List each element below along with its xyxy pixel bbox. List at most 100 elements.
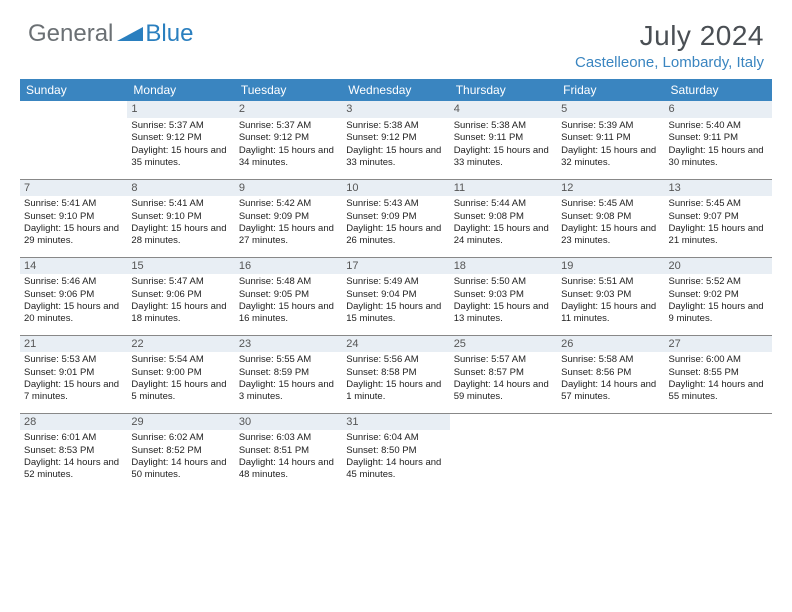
day-info: Sunrise: 5:49 AMSunset: 9:04 PMDaylight:…	[346, 276, 445, 325]
day-info: Sunrise: 5:38 AMSunset: 9:12 PMDaylight:…	[346, 120, 445, 169]
week-row: 21Sunrise: 5:53 AMSunset: 9:01 PMDayligh…	[20, 335, 772, 413]
day-number: 1	[127, 101, 234, 118]
day-cell: 2 Sunrise: 5:37 AMSunset: 9:12 PMDaylight…	[235, 101, 342, 179]
location: Castelleone, Lombardy, Italy	[575, 54, 764, 71]
day-number: 13	[665, 180, 772, 197]
day-cell: 14Sunrise: 5:46 AMSunset: 9:06 PMDayligh…	[20, 257, 127, 335]
day-number: 17	[342, 258, 449, 275]
day-number: 14	[20, 258, 127, 275]
day-info: Sunrise: 5:37 AMSunset: 9:12 PMDaylight:…	[131, 120, 230, 169]
calendar-body: 1 Sunrise: 5:37 AMSunset: 9:12 PMDaylight…	[20, 101, 772, 491]
day-info: Sunrise: 6:02 AMSunset: 8:52 PMDaylight:…	[131, 432, 230, 481]
day-number: 11	[450, 180, 557, 197]
day-number: 31	[342, 414, 449, 431]
weekday-header: Monday	[127, 79, 234, 101]
day-number: 4	[450, 101, 557, 118]
day-cell: 28Sunrise: 6:01 AMSunset: 8:53 PMDayligh…	[20, 413, 127, 491]
day-number: 18	[450, 258, 557, 275]
day-info: Sunrise: 5:44 AMSunset: 9:08 PMDaylight:…	[454, 198, 553, 247]
day-number: 20	[665, 258, 772, 275]
day-info: Sunrise: 5:38 AMSunset: 9:11 PMDaylight:…	[454, 120, 553, 169]
weekday-header: Tuesday	[235, 79, 342, 101]
day-cell: 20Sunrise: 5:52 AMSunset: 9:02 PMDayligh…	[665, 257, 772, 335]
day-info: Sunrise: 5:47 AMSunset: 9:06 PMDaylight:…	[131, 276, 230, 325]
day-info: Sunrise: 5:58 AMSunset: 8:56 PMDaylight:…	[561, 354, 660, 403]
day-cell: 7Sunrise: 5:41 AMSunset: 9:10 PMDaylight…	[20, 179, 127, 257]
week-row: 14Sunrise: 5:46 AMSunset: 9:06 PMDayligh…	[20, 257, 772, 335]
day-cell: 24Sunrise: 5:56 AMSunset: 8:58 PMDayligh…	[342, 335, 449, 413]
day-number: 3	[342, 101, 449, 118]
day-number: 15	[127, 258, 234, 275]
weekday-header-row: Sunday Monday Tuesday Wednesday Thursday…	[20, 79, 772, 101]
day-number: 10	[342, 180, 449, 197]
day-number: 7	[20, 180, 127, 197]
weekday-header: Sunday	[20, 79, 127, 101]
logo-triangle-icon	[117, 23, 143, 46]
day-info: Sunrise: 5:51 AMSunset: 9:03 PMDaylight:…	[561, 276, 660, 325]
day-number: 19	[557, 258, 664, 275]
day-cell: 27Sunrise: 6:00 AMSunset: 8:55 PMDayligh…	[665, 335, 772, 413]
day-cell	[665, 413, 772, 491]
day-info: Sunrise: 6:03 AMSunset: 8:51 PMDaylight:…	[239, 432, 338, 481]
day-info: Sunrise: 5:50 AMSunset: 9:03 PMDaylight:…	[454, 276, 553, 325]
weekday-header: Saturday	[665, 79, 772, 101]
day-info: Sunrise: 6:00 AMSunset: 8:55 PMDaylight:…	[669, 354, 768, 403]
week-row: 7Sunrise: 5:41 AMSunset: 9:10 PMDaylight…	[20, 179, 772, 257]
day-info: Sunrise: 5:43 AMSunset: 9:09 PMDaylight:…	[346, 198, 445, 247]
logo: General Blue	[28, 20, 193, 48]
day-number: 26	[557, 336, 664, 353]
day-info: Sunrise: 5:52 AMSunset: 9:02 PMDaylight:…	[669, 276, 768, 325]
day-info: Sunrise: 5:41 AMSunset: 9:10 PMDaylight:…	[24, 198, 123, 247]
day-number: 23	[235, 336, 342, 353]
day-cell: 31Sunrise: 6:04 AMSunset: 8:50 PMDayligh…	[342, 413, 449, 491]
logo-text-blue: Blue	[145, 20, 193, 48]
day-info: Sunrise: 5:41 AMSunset: 9:10 PMDaylight:…	[131, 198, 230, 247]
day-number: 28	[20, 414, 127, 431]
day-info: Sunrise: 6:01 AMSunset: 8:53 PMDaylight:…	[24, 432, 123, 481]
day-number: 30	[235, 414, 342, 431]
day-cell: 10Sunrise: 5:43 AMSunset: 9:09 PMDayligh…	[342, 179, 449, 257]
day-number: 9	[235, 180, 342, 197]
week-row: 1 Sunrise: 5:37 AMSunset: 9:12 PMDaylight…	[20, 101, 772, 179]
day-cell: 6 Sunrise: 5:40 AMSunset: 9:11 PMDaylight…	[665, 101, 772, 179]
day-info: Sunrise: 5:40 AMSunset: 9:11 PMDaylight:…	[669, 120, 768, 169]
day-info: Sunrise: 5:46 AMSunset: 9:06 PMDaylight:…	[24, 276, 123, 325]
day-cell: 21Sunrise: 5:53 AMSunset: 9:01 PMDayligh…	[20, 335, 127, 413]
day-number: 25	[450, 336, 557, 353]
weekday-header: Thursday	[450, 79, 557, 101]
weekday-header: Wednesday	[342, 79, 449, 101]
day-number: 6	[665, 101, 772, 118]
day-number: 5	[557, 101, 664, 118]
day-info: Sunrise: 5:37 AMSunset: 9:12 PMDaylight:…	[239, 120, 338, 169]
day-number: 21	[20, 336, 127, 353]
day-cell: 11Sunrise: 5:44 AMSunset: 9:08 PMDayligh…	[450, 179, 557, 257]
day-info: Sunrise: 5:48 AMSunset: 9:05 PMDaylight:…	[239, 276, 338, 325]
day-number: 12	[557, 180, 664, 197]
day-cell	[557, 413, 664, 491]
day-info: Sunrise: 6:04 AMSunset: 8:50 PMDaylight:…	[346, 432, 445, 481]
month-title: July 2024	[575, 20, 764, 52]
day-info: Sunrise: 5:45 AMSunset: 9:08 PMDaylight:…	[561, 198, 660, 247]
header: General Blue July 2024 Castelleone, Lomb…	[0, 0, 792, 79]
day-number: 2	[235, 101, 342, 118]
day-cell: 13Sunrise: 5:45 AMSunset: 9:07 PMDayligh…	[665, 179, 772, 257]
day-cell: 15Sunrise: 5:47 AMSunset: 9:06 PMDayligh…	[127, 257, 234, 335]
day-number: 22	[127, 336, 234, 353]
day-info: Sunrise: 5:54 AMSunset: 9:00 PMDaylight:…	[131, 354, 230, 403]
day-cell: 18Sunrise: 5:50 AMSunset: 9:03 PMDayligh…	[450, 257, 557, 335]
day-cell: 22Sunrise: 5:54 AMSunset: 9:00 PMDayligh…	[127, 335, 234, 413]
day-cell	[450, 413, 557, 491]
day-info: Sunrise: 5:56 AMSunset: 8:58 PMDaylight:…	[346, 354, 445, 403]
day-number: 24	[342, 336, 449, 353]
weekday-header: Friday	[557, 79, 664, 101]
day-cell: 1 Sunrise: 5:37 AMSunset: 9:12 PMDaylight…	[127, 101, 234, 179]
day-cell: 30Sunrise: 6:03 AMSunset: 8:51 PMDayligh…	[235, 413, 342, 491]
day-info: Sunrise: 5:45 AMSunset: 9:07 PMDaylight:…	[669, 198, 768, 247]
day-cell: 4 Sunrise: 5:38 AMSunset: 9:11 PMDaylight…	[450, 101, 557, 179]
day-cell	[20, 101, 127, 179]
day-cell: 23Sunrise: 5:55 AMSunset: 8:59 PMDayligh…	[235, 335, 342, 413]
day-info: Sunrise: 5:55 AMSunset: 8:59 PMDaylight:…	[239, 354, 338, 403]
day-cell: 19Sunrise: 5:51 AMSunset: 9:03 PMDayligh…	[557, 257, 664, 335]
logo-text-general: General	[28, 20, 113, 48]
day-cell: 25Sunrise: 5:57 AMSunset: 8:57 PMDayligh…	[450, 335, 557, 413]
